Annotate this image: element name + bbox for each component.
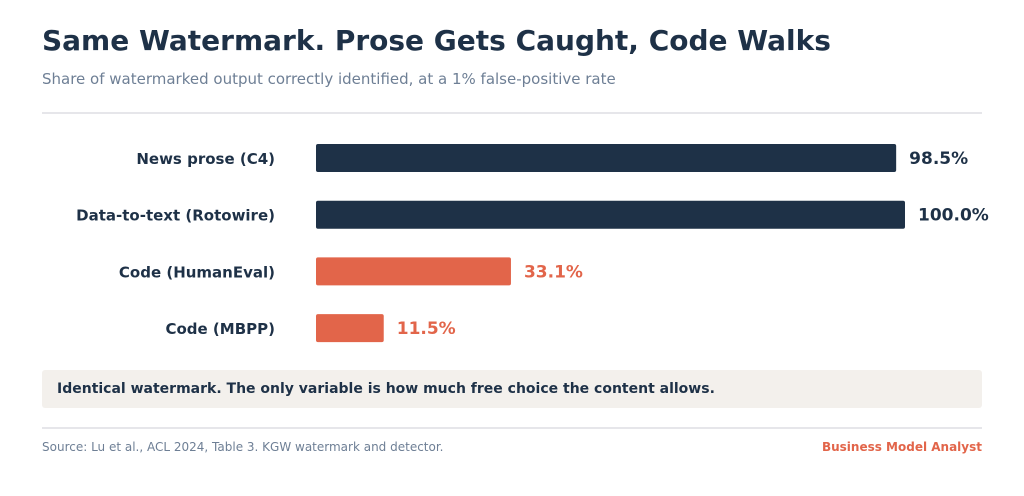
top-divider xyxy=(42,112,982,114)
value-label-news-prose-c4: 98.5% xyxy=(909,149,968,169)
chart-subtitle: Share of watermarked output correctly id… xyxy=(42,70,616,88)
bar-chart: News prose (C4) 98.5% Data-to-text (Rotowi… xyxy=(76,144,989,343)
callout-box: Identical watermark. The only variable i… xyxy=(42,370,982,408)
bar-news-prose-c4 xyxy=(316,144,897,172)
source-note: Source: Lu et al., ACL 2024, Table 3. KG… xyxy=(42,440,444,454)
bottom-divider xyxy=(42,427,982,429)
value-label-code-humaneval: 33.1% xyxy=(524,262,583,282)
value-label-data-to-text-rotowire: 100.0% xyxy=(918,206,989,226)
callout-text: Identical watermark. The only variable i… xyxy=(57,381,715,397)
value-label-code-mbpp: 11.5% xyxy=(397,319,456,339)
bar-code-mbpp xyxy=(316,314,384,343)
chart-title: Same Watermark. Prose Gets Caught, Code … xyxy=(42,24,831,57)
bar-code-humaneval xyxy=(316,257,511,286)
category-label-news-prose-c4: News prose (C4) xyxy=(136,150,275,168)
brand-label: Business Model Analyst xyxy=(821,440,982,454)
category-label-code-mbpp: Code (MBPP) xyxy=(165,320,275,338)
bar-data-to-text-rotowire xyxy=(316,200,905,229)
category-label-code-humaneval: Code (HumanEval) xyxy=(119,263,275,281)
category-label-data-to-text-rotowire: Data-to-text (Rotowire) xyxy=(76,207,275,225)
